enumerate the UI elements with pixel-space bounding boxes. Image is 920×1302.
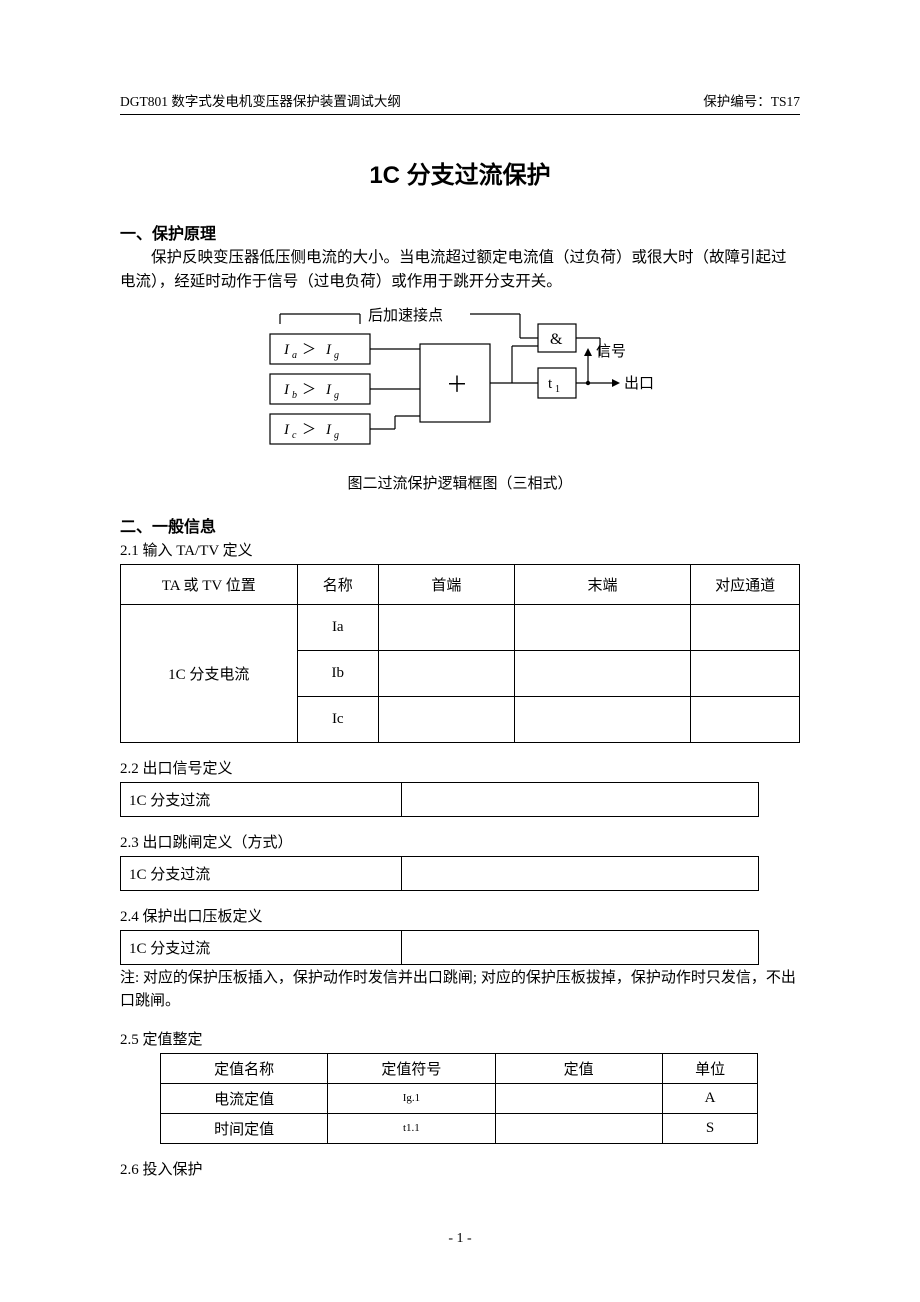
set-col3: 单位 [662,1053,758,1083]
cell-ib: Ib [297,651,378,697]
page-header: DGT801 数字式发电机变压器保护装置调试大纲 保护编号：TS17 [120,90,800,115]
svg-text:I: I [283,342,290,358]
set-col0: 定值名称 [161,1053,328,1083]
set-col2: 定值 [495,1053,662,1083]
page-number: - 1 - [0,1231,920,1247]
svg-text:I: I [325,422,332,438]
s24-left: 1C 分支过流 [121,931,402,965]
and-symbol: & [550,331,563,348]
set-sym-1: t1.1 [328,1113,495,1143]
svg-text:1: 1 [555,384,560,395]
cell-ia: Ia [297,605,378,651]
table-ta-tv: TA 或 TV 位置 名称 首端 末端 对应通道 1C 分支电流 Ia Ib I… [120,564,800,743]
table-signal: 1C 分支过流 [120,782,759,817]
section1-heading: 一、保护原理 [120,220,800,244]
col-name: 名称 [297,565,378,605]
accel-label: 后加速接点 [368,307,443,324]
set-col1: 定值符号 [328,1053,495,1083]
s23-label: 2.3 出口跳闸定义（方式） [120,831,800,852]
table-row: 电流定值 Ig.1 A [161,1083,758,1113]
diagram-caption: 图二过流保护逻辑框图（三相式） [120,472,800,493]
svg-text:c: c [292,430,297,441]
s23-left: 1C 分支过流 [121,857,402,891]
s24-label: 2.4 保护出口压板定义 [120,905,800,926]
svg-text:g: g [334,430,339,441]
svg-text:＞: ＞ [302,383,316,398]
exit-label: 出口 [624,375,654,392]
set-unit-1: S [662,1113,758,1143]
col-head: 首端 [379,565,515,605]
col-pos: TA 或 TV 位置 [121,565,298,605]
table-trip: 1C 分支过流 [120,856,759,891]
s26-label: 2.6 投入保护 [120,1158,800,1179]
col-tail: 末端 [514,565,691,605]
cell-ic: Ic [297,697,378,743]
or-symbol: ＋ [446,372,468,397]
s25-label: 2.5 定值整定 [120,1028,800,1049]
svg-text:＞: ＞ [302,423,316,438]
s24-note: 注: 对应的保护压板插入，保护动作时发信并出口跳闸; 对应的保护压板拔掉，保护动… [120,967,800,1014]
logic-diagram: 后加速接点 I a ＞ I g I b ＞ I g I c ＞ I g ＋ [120,306,800,466]
section1-body: 保护反映变压器低压侧电流的大小。当电流超过额定电流值（过负荷）或很大时（故障引起… [120,246,800,294]
svg-text:I: I [283,382,290,398]
header-right: 保护编号：TS17 [703,90,800,110]
s22-left: 1C 分支过流 [121,783,402,817]
header-left: DGT801 数字式发电机变压器保护装置调试大纲 [120,90,401,110]
table-row: 1C 分支电流 Ia [121,605,800,651]
t1-label: t [548,376,553,392]
table-row: 时间定值 t1.1 S [161,1113,758,1143]
col-chan: 对应通道 [691,565,800,605]
row-label: 1C 分支电流 [121,605,298,743]
set-val-0 [495,1083,662,1113]
table-plate: 1C 分支过流 [120,930,759,965]
svg-text:I: I [325,342,332,358]
set-name-1: 时间定值 [161,1113,328,1143]
table-settings: 定值名称 定值符号 定值 单位 电流定值 Ig.1 A 时间定值 t1.1 S [160,1053,758,1144]
svg-text:a: a [292,350,297,361]
signal-label: 信号 [596,343,626,360]
section2-heading: 二、一般信息 [120,513,800,537]
set-val-1 [495,1113,662,1143]
set-name-0: 电流定值 [161,1083,328,1113]
svg-text:b: b [292,390,297,401]
svg-text:I: I [283,422,290,438]
set-sym-0: Ig.1 [328,1083,495,1113]
svg-text:g: g [334,350,339,361]
doc-title: 1C 分支过流保护 [120,155,800,190]
svg-text:＞: ＞ [302,343,316,358]
svg-text:I: I [325,382,332,398]
s21-label: 2.1 输入 TA/TV 定义 [120,539,800,560]
s22-label: 2.2 出口信号定义 [120,757,800,778]
set-unit-0: A [662,1083,758,1113]
svg-text:g: g [334,390,339,401]
